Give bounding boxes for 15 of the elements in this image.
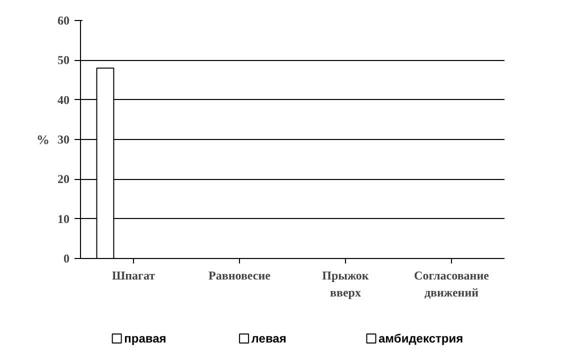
y-tick-label: 20 [58, 172, 70, 186]
x-tick-label: Прыжок вверх [322, 268, 369, 300]
legend-label: левая [251, 332, 286, 346]
y-axis-title: % [36, 132, 50, 147]
x-tick-label: Шпагат [112, 268, 156, 282]
legend-label: амбидекстрия [378, 332, 464, 346]
legend-label: правая [124, 332, 166, 346]
y-tick-label: 30 [58, 132, 70, 146]
y-tick-label: 40 [58, 92, 70, 107]
y-tick-label: 60 [58, 14, 70, 28]
x-tick-label: Согласование движений [414, 268, 490, 300]
y-tick-label: 10 [58, 212, 70, 226]
y-tick-label: 50 [58, 53, 70, 68]
y-tick-label: 0 [64, 252, 70, 266]
x-tick-label: Равновесие [208, 268, 272, 282]
